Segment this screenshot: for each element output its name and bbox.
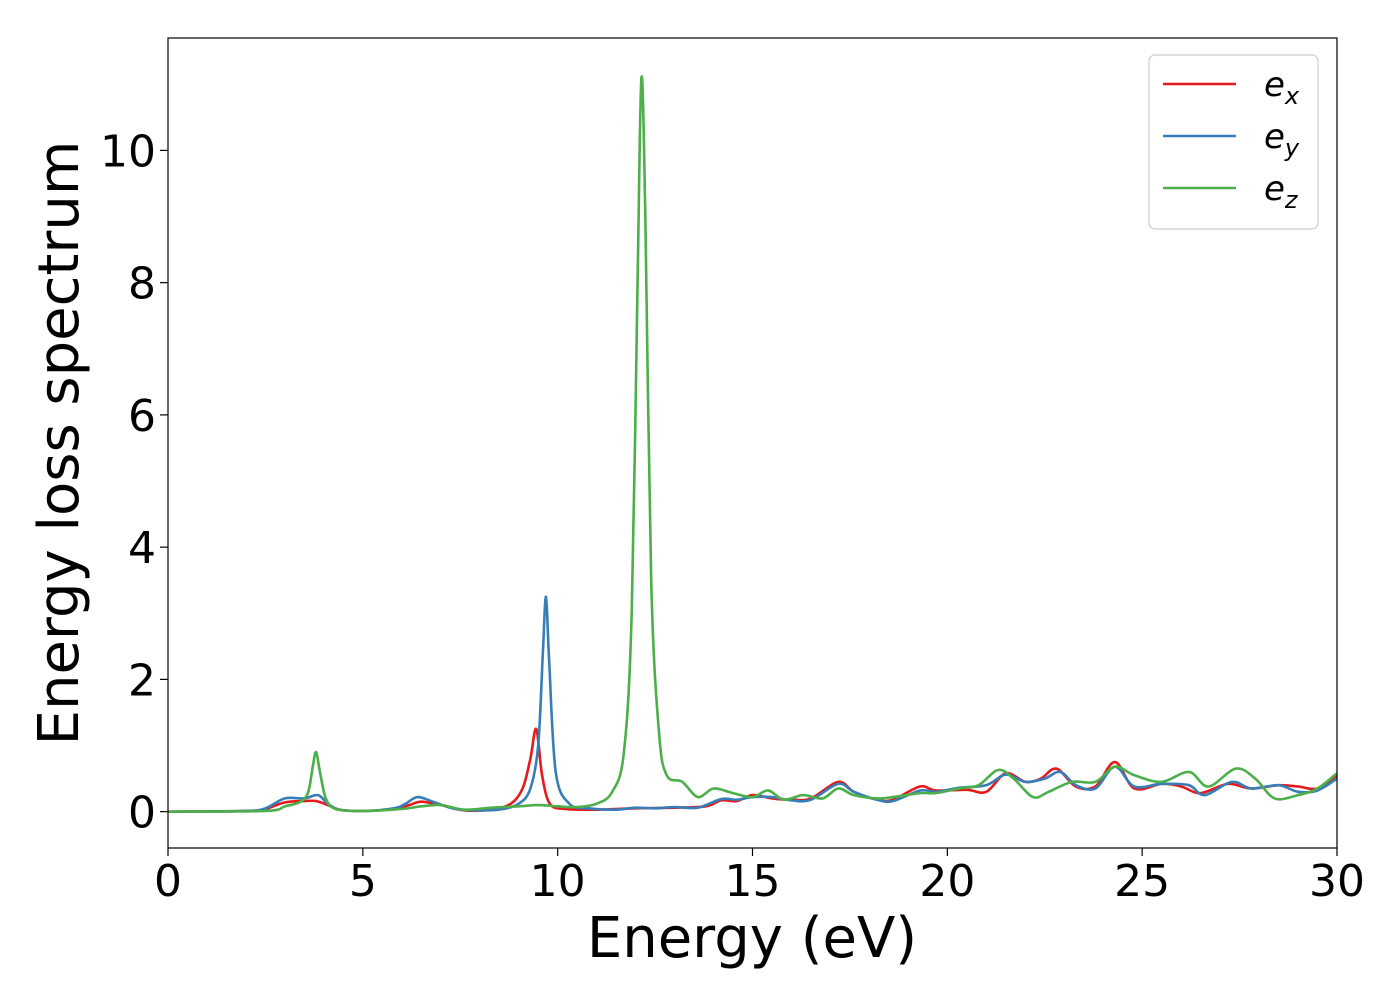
y-axis-label: Energy loss spectrum xyxy=(27,141,92,746)
series-layer xyxy=(168,75,1337,813)
legend-label-e-y: ey xyxy=(1264,117,1300,162)
x-tick-label: 0 xyxy=(154,856,182,907)
y-tick-label: 6 xyxy=(128,391,156,442)
x-axis-label: Energy (eV) xyxy=(587,906,917,971)
legend-label-e-z: ez xyxy=(1264,169,1299,214)
x-tick-label: 25 xyxy=(1114,856,1170,907)
x-tick-label: 5 xyxy=(349,856,377,907)
y-tick-label: 4 xyxy=(128,523,156,574)
legend-box xyxy=(1148,54,1319,230)
x-tick-label: 30 xyxy=(1309,856,1365,907)
legend: ex ey ez xyxy=(1148,54,1319,230)
x-tick-label: 15 xyxy=(725,856,781,907)
legend-label-e-x: ex xyxy=(1264,65,1300,110)
x-axis-ticks: 0 5 10 15 20 25 30 xyxy=(154,848,1365,907)
y-axis-ticks: 0 2 4 6 8 10 xyxy=(100,126,168,839)
y-tick-label: 0 xyxy=(128,788,156,839)
y-tick-label: 10 xyxy=(100,126,156,177)
x-tick-label: 20 xyxy=(919,856,975,907)
y-tick-label: 8 xyxy=(128,259,156,310)
x-tick-label: 10 xyxy=(530,856,586,907)
y-tick-label: 2 xyxy=(128,655,156,706)
series-line-e-z xyxy=(168,75,1337,813)
